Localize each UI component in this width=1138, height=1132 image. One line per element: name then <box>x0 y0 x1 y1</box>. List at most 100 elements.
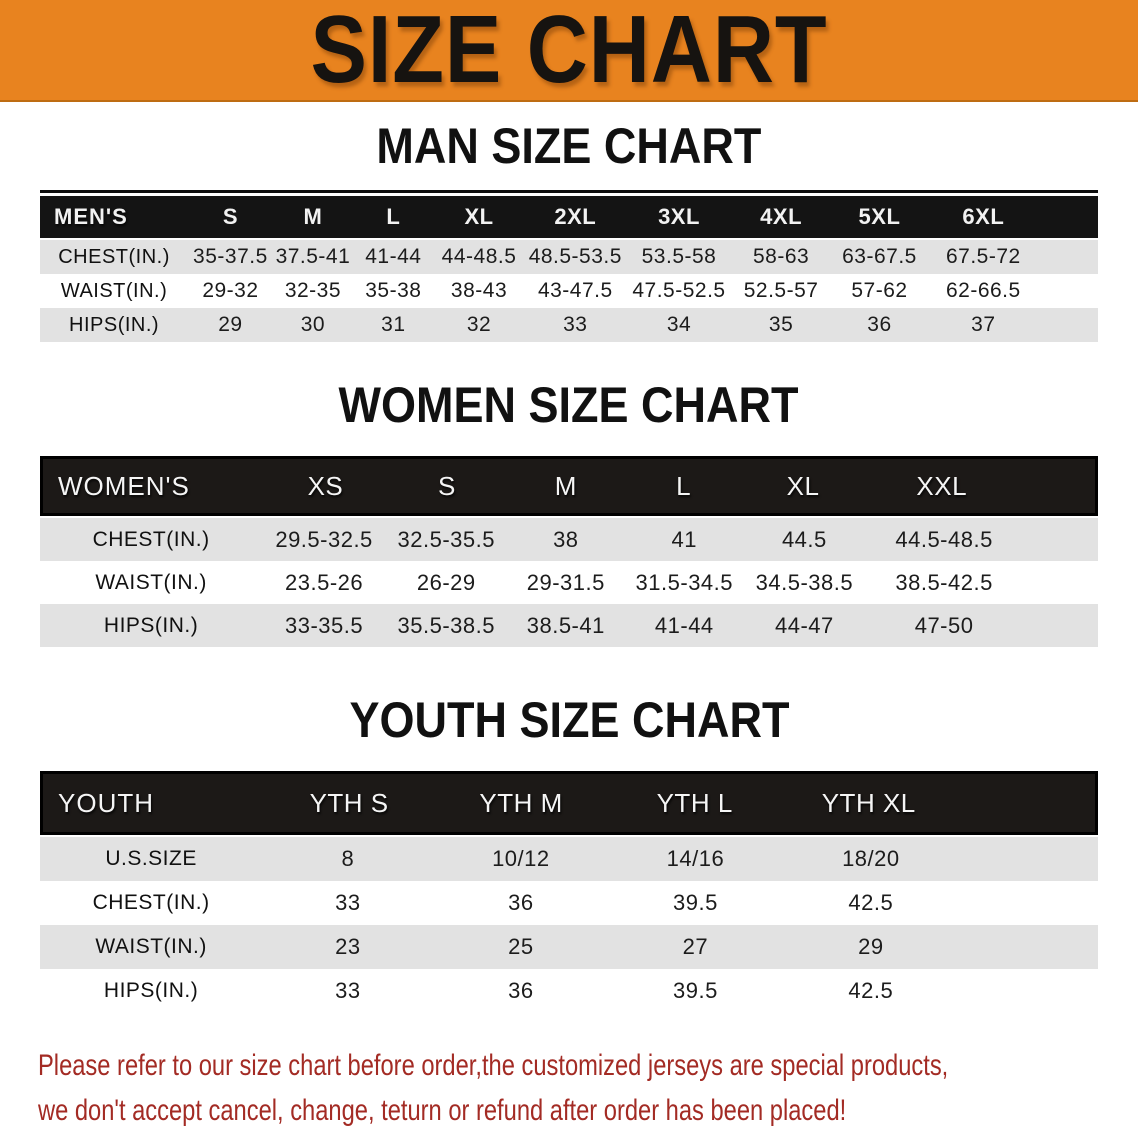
men-header-size-6xl: 6XL <box>962 204 1005 229</box>
women-header-size-xs: XS <box>307 470 344 501</box>
row-label: CHEST(IN.) <box>58 245 170 268</box>
size-cell: 32.5-35.5 <box>397 526 495 552</box>
size-cell: 39.5 <box>672 978 718 1003</box>
size-cell: 27 <box>682 934 709 959</box>
size-cell: 33 <box>335 890 361 915</box>
size-cell: 41-44 <box>654 612 714 638</box>
size-cell: 37.5-41 <box>275 245 351 268</box>
women-waist-row: WAIST(IN.) 23.5-26 26-29 29-31.5 31.5-34… <box>40 561 1098 604</box>
size-cell: 32-35 <box>284 279 342 302</box>
size-chart-banner: SIZE CHART <box>0 0 1138 103</box>
youth-table-corner-label: YOUTH <box>58 787 154 818</box>
youth-chest-row: CHEST(IN.) 33 36 39.5 42.5 <box>40 881 1098 925</box>
women-section-heading-text: WOMEN SIZE CHART <box>339 377 799 433</box>
women-section-heading: WOMEN SIZE CHART <box>0 342 1138 456</box>
row-label: HIPS(IN.) <box>103 613 199 637</box>
youth-header-size-yth-l: YTH L <box>656 787 733 818</box>
youth-ussize-row: U.S.SIZE 8 10/12 14/16 18/20 <box>40 837 1098 881</box>
women-header-size-xxl: XXL <box>916 470 968 501</box>
row-label: CHEST(IN.) <box>92 527 210 551</box>
size-cell: 42.5 <box>848 890 894 915</box>
youth-header-size-yth-s: YTH S <box>309 787 389 818</box>
disclaimer: Please refer to our size chart before or… <box>38 1043 1138 1132</box>
size-cell: 30 <box>300 313 326 336</box>
size-cell: 38.5-41 <box>526 612 605 638</box>
size-cell: 38 <box>553 526 579 552</box>
youth-section-heading-text: YOUTH SIZE CHART <box>348 692 790 748</box>
row-label: U.S.SIZE <box>105 847 197 870</box>
size-cell: 47-50 <box>914 612 974 638</box>
women-header-size-xl: XL <box>786 470 820 501</box>
youth-waist-row: WAIST(IN.) 23 25 27 29 <box>40 925 1098 969</box>
size-cell: 18/20 <box>842 846 900 871</box>
size-cell: 36 <box>867 313 892 336</box>
row-label: WAIST(IN.) <box>60 279 168 302</box>
size-cell: 36 <box>508 978 534 1003</box>
size-cell: 31.5-34.5 <box>635 569 734 595</box>
size-cell: 52.5-57 <box>743 279 819 302</box>
youth-hips-row: HIPS(IN.) 33 36 39.5 42.5 <box>40 969 1098 1013</box>
size-cell: 35.5-38.5 <box>397 612 495 638</box>
size-cell: 48.5-53.5 <box>528 245 622 268</box>
size-cell: 8 <box>341 846 355 871</box>
women-header-size-l: L <box>676 470 692 501</box>
size-cell: 36 <box>508 890 534 915</box>
women-size-table: WOMEN'S XS S M L XL XXL CHEST(IN.) 29.5-… <box>40 456 1098 647</box>
men-section-heading: MAN SIZE CHART <box>0 102 1138 190</box>
size-cell: 43-47.5 <box>537 279 613 302</box>
size-cell: 35 <box>768 313 794 336</box>
banner-title: SIZE CHART <box>310 0 828 103</box>
women-chest-row: CHEST(IN.) 29.5-32.5 32.5-35.5 38 41 44.… <box>40 518 1098 561</box>
size-cell: 53.5-58 <box>641 245 717 268</box>
size-cell: 44.5 <box>781 526 827 552</box>
youth-table-header-row: YOUTH YTH S YTH M YTH L YTH XL <box>40 771 1098 835</box>
women-header-size-m: M <box>554 470 577 501</box>
size-cell: 29 <box>218 313 243 336</box>
size-cell: 35-38 <box>365 279 422 302</box>
size-cell: 58-63 <box>752 245 810 268</box>
men-header-size-xl: XL <box>464 204 494 229</box>
men-table-top-rule <box>40 190 1098 193</box>
size-cell: 25 <box>508 934 534 959</box>
men-hips-row: HIPS(IN.) 29 30 31 32 33 34 35 36 37 <box>40 308 1098 342</box>
row-label: HIPS(IN.) <box>103 979 199 1002</box>
women-table-header-row: WOMEN'S XS S M L XL XXL <box>40 456 1098 516</box>
disclaimer-line-1: Please refer to our size chart before or… <box>38 1049 949 1082</box>
youth-header-size-yth-xl: YTH XL <box>821 787 916 818</box>
men-table-header-row: MEN'S S M L XL 2XL 3XL 4XL 5XL 6XL <box>40 196 1098 238</box>
size-cell: 34 <box>666 313 692 336</box>
size-cell: 47.5-52.5 <box>632 279 726 302</box>
women-header-size-s: S <box>438 470 456 501</box>
size-cell: 14/16 <box>666 846 725 871</box>
size-cell: 44-48.5 <box>441 245 517 268</box>
size-cell: 29 <box>858 934 884 959</box>
size-cell: 35-37.5 <box>193 245 268 268</box>
size-cell: 63-67.5 <box>842 245 917 268</box>
men-table-corner-label: MEN'S <box>54 204 128 229</box>
size-cell: 33 <box>335 978 361 1003</box>
size-cell: 33-35.5 <box>285 612 364 638</box>
size-cell: 32 <box>466 313 492 336</box>
women-table-corner-label: WOMEN'S <box>58 470 190 501</box>
size-cell: 44.5-48.5 <box>895 526 993 552</box>
youth-section-heading: YOUTH SIZE CHART <box>0 647 1138 771</box>
size-cell: 41 <box>671 526 698 552</box>
size-cell: 23 <box>335 934 361 959</box>
size-cell: 29-31.5 <box>526 569 605 595</box>
size-cell: 37 <box>971 313 996 336</box>
size-cell: 33 <box>563 313 588 336</box>
size-cell: 29-32 <box>202 279 259 302</box>
men-size-table: MEN'S S M L XL 2XL 3XL 4XL 5XL 6XL CHEST… <box>40 190 1098 342</box>
size-cell: 26-29 <box>416 569 476 595</box>
men-waist-row: WAIST(IN.) 29-32 32-35 35-38 38-43 43-47… <box>40 274 1098 308</box>
size-cell: 41-44 <box>365 245 422 268</box>
men-header-size-5xl: 5XL <box>858 204 901 229</box>
size-cell: 62-66.5 <box>945 279 1021 302</box>
men-chest-row: CHEST(IN.) 35-37.5 37.5-41 41-44 44-48.5… <box>40 240 1098 274</box>
size-cell: 38.5-42.5 <box>895 569 993 595</box>
men-section-heading-text: MAN SIZE CHART <box>376 118 762 174</box>
disclaimer-line-2: we don't accept cancel, change, teturn o… <box>38 1094 847 1127</box>
size-cell: 23.5-26 <box>285 569 364 595</box>
size-cell: 10/12 <box>492 846 550 871</box>
row-label: WAIST(IN.) <box>95 935 207 958</box>
